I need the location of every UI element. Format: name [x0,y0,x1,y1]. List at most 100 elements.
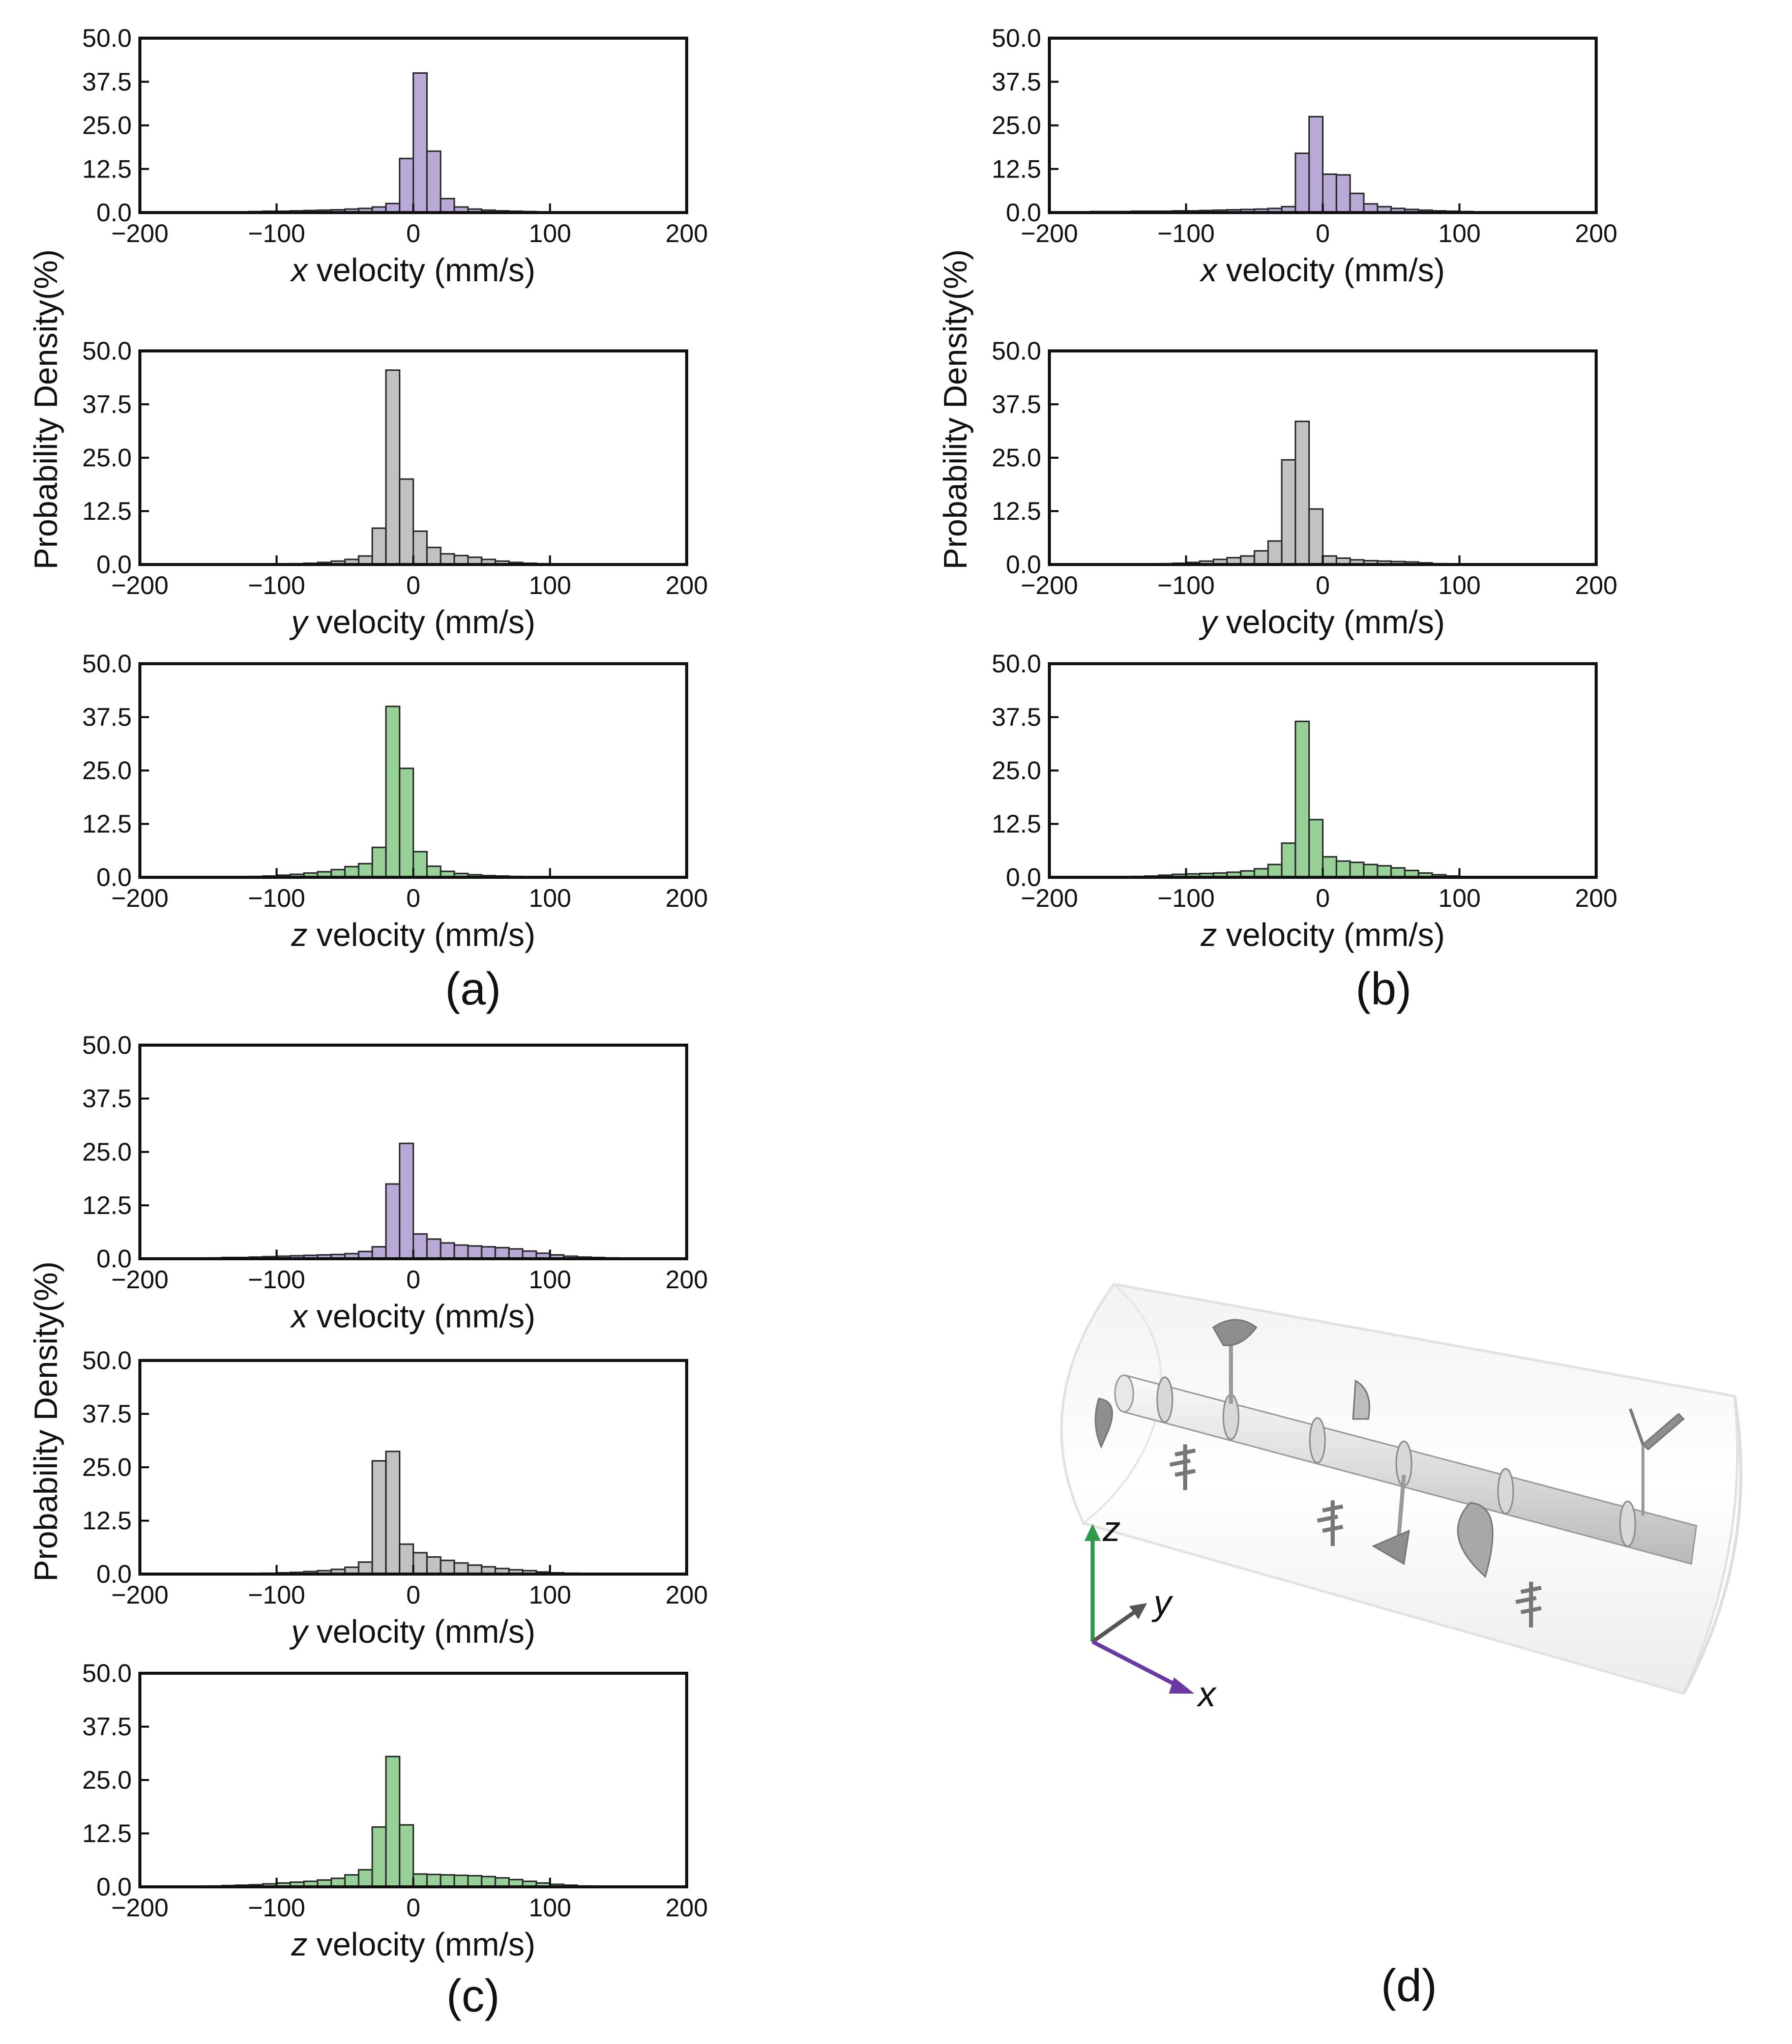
y-tick-label: 25.0 [82,1766,132,1794]
x-tick-label: 200 [1575,571,1617,600]
x-tick-label: 0 [406,219,421,248]
histogram-bar [399,1824,414,1888]
x-axis-title: y velocity (mm/s) [289,1613,536,1650]
histogram-b-y: 0.0 12.5 25.0 37.5 50.0 −200 −100 0 100 200 y velo… [992,337,1618,640]
y-tick-label: 12.5 [992,155,1041,183]
x-axis-title-variable: y [289,1613,310,1650]
histogram-bar [1308,115,1324,214]
x-tick-label: 100 [1438,219,1481,248]
x-tick-label: 100 [529,1581,571,1609]
histogram-bar [1253,550,1269,566]
histogram-bar [439,553,455,566]
y-tick-label: 25.0 [82,1138,132,1166]
histogram-bar [413,1552,428,1575]
y-tick-label: 12.5 [992,810,1041,838]
histogram-bar [481,1876,496,1888]
x-tick-label: 100 [529,884,571,912]
y-axis-label-a: Probability Density(%) [27,249,64,570]
histogram-bar [467,1875,483,1888]
x-tick-label: 0 [406,1265,421,1294]
x-axis-title-variable: x [290,1298,309,1335]
histogram-bar [426,546,442,566]
x-axis-title: y velocity (mm/s) [1199,604,1445,640]
y-tick-label: 0.0 [96,550,132,579]
histogram-bar [399,1142,414,1260]
histogram-b-z: 0.0 12.5 25.0 37.5 50.0 −200 −100 0 100 200 z velo… [992,649,1618,953]
histogram-bar [453,1244,469,1260]
coordinate-axes-icon: z y x [1084,1509,1217,1714]
y-tick-label: 37.5 [992,390,1041,419]
x-tick-label: 0 [1316,571,1330,600]
histogram-bar [453,1562,469,1575]
x-axis-title-units: velocity (mm/s) [1217,604,1445,640]
impeller-blade-icon [1095,1319,1685,1627]
x-axis-title-units: velocity (mm/s) [308,1298,536,1335]
y-tick-label: 50.0 [82,1346,132,1375]
x-tick-label: −100 [1157,571,1215,600]
x-tick-label: −200 [111,571,169,600]
x-axis-title: y velocity (mm/s) [289,604,536,640]
histogram-bar [344,866,360,878]
histogram-bar [413,530,428,566]
x-tick-label: 100 [1438,884,1481,912]
histogram-bar [494,1247,510,1260]
x-axis-title-units: velocity (mm/s) [308,1613,536,1650]
x-tick-label: −100 [1157,219,1215,248]
y-tick-label: 50.0 [82,649,132,678]
x-tick-label: −100 [248,1265,305,1294]
y-tick-label: 12.5 [82,1819,132,1848]
histogram-bar [371,1246,387,1260]
y-tick-label: 25.0 [82,443,132,472]
histogram-bar [413,1873,428,1888]
histogram-bar [1322,856,1337,878]
histogram-bar [371,846,387,878]
x-axis-title-units: velocity (mm/s) [308,604,536,640]
x-tick-label: 100 [529,1893,571,1922]
x-tick-label: 100 [529,571,571,600]
y-tick-label: 50.0 [82,1659,132,1687]
x-tick-label: 200 [665,884,708,912]
histogram-bar [426,1556,442,1575]
histogram-bar [413,1233,428,1260]
y-tick-label: 12.5 [82,810,132,838]
x-tick-label: −100 [248,884,305,912]
x-tick-label: 100 [1438,571,1481,600]
histogram-a-x: 0.0 12.5 25.0 37.5 50.0 −200 −100 0 100 200 x velo… [82,24,708,288]
x-tick-label: −200 [1021,219,1078,248]
histogram-bar [399,478,414,566]
x-tick-label: 200 [1575,219,1617,248]
x-tick-label: −100 [248,1893,305,1922]
histogram-a-y: 0.0 12.5 25.0 37.5 50.0 −200 −100 0 100 200 y velo… [82,337,708,640]
y-axis-label-b: Probability Density(%) [937,249,974,570]
x-tick-label: 200 [665,1265,708,1294]
x-axis-title: x velocity (mm/s) [290,1298,536,1335]
y-tick-label: 37.5 [82,703,132,731]
histogram-bar [371,1460,387,1575]
plot-frame [138,1359,688,1576]
y-tick-label: 0.0 [1006,198,1041,227]
y-tick-label: 50.0 [992,337,1041,365]
y-tick-label: 25.0 [992,756,1041,785]
x-axis-title: z velocity (mm/s) [291,916,536,953]
histogram-bar [439,1559,455,1575]
histogram-bar [426,1238,442,1260]
y-tick-label: 37.5 [992,703,1041,731]
y-tick-label: 25.0 [82,756,132,785]
y-tick-label: 37.5 [82,390,132,419]
x-tick-label: −200 [1021,884,1078,912]
histogram-panels: 0.0 12.5 25.0 37.5 50.0 −200 −100 0 100 200 x velo… [82,24,1618,1963]
histogram-bar [399,158,414,214]
histogram-bar [413,72,428,214]
y-tick-label: 12.5 [82,1506,132,1535]
y-axis-label-c: Probability Density(%) [27,1261,64,1582]
x-axis-title-variable: z [291,1926,308,1963]
x-tick-label: 100 [529,219,571,248]
histogram-bar [453,1874,469,1888]
y-tick-label: 0.0 [1006,863,1041,892]
histogram-bar [1376,865,1392,878]
histogram-bar [399,1543,414,1575]
histogram-bar [439,198,455,214]
histogram-c-y: 0.0 12.5 25.0 37.5 50.0 −200 −100 0 100 200 y velo… [82,1346,708,1650]
y-tick-label: 50.0 [82,24,132,52]
